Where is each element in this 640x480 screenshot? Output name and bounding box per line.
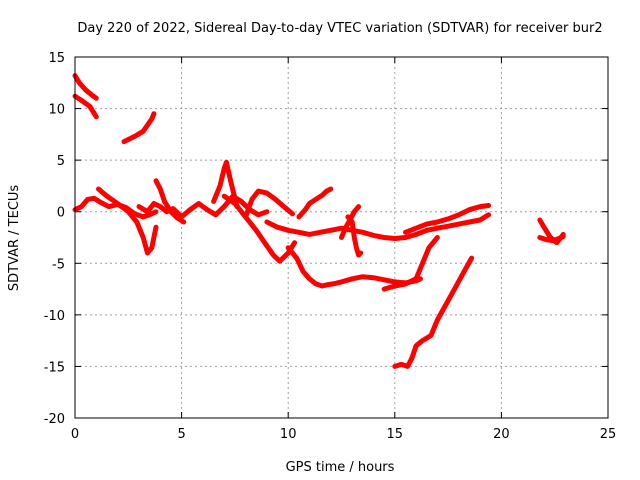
series-track-14	[288, 248, 420, 286]
y-tick-label: 10	[48, 103, 65, 118]
series-track-18	[395, 258, 472, 366]
series-group	[75, 76, 563, 367]
chart: Day 220 of 2022, Sidereal Day-to-day VTE…	[0, 0, 640, 480]
y-tick-label: 15	[48, 51, 65, 66]
series-track-3	[124, 114, 154, 142]
y-tick-label: 5	[57, 154, 65, 169]
y-tick-label: -10	[44, 309, 65, 324]
y-tick-label: -5	[52, 257, 65, 272]
chart-title: Day 220 of 2022, Sidereal Day-to-day VTE…	[77, 21, 602, 36]
x-tick-label: 10	[280, 427, 297, 442]
series-track-2	[75, 76, 96, 99]
series-track-5	[99, 189, 157, 253]
y-tick-label: -15	[44, 360, 65, 375]
x-tick-label: 20	[493, 427, 510, 442]
y-axis-label: SDTVAR / TECUs	[7, 185, 22, 292]
series-track-1	[75, 96, 96, 117]
x-tick-label: 0	[71, 427, 79, 442]
y-tick-label: -20	[44, 412, 65, 427]
x-tick-labels: 0 5 10 15 20 25	[71, 427, 616, 442]
x-tick-label: 15	[387, 427, 404, 442]
y-tick-labels: 15 10 5 0 -5 -10 -15 -20	[44, 51, 65, 427]
series-track-13	[299, 189, 331, 217]
x-tick-label: 5	[177, 427, 185, 442]
y-tick-label: 0	[57, 206, 65, 221]
x-tick-label: 25	[600, 427, 617, 442]
x-axis-label: GPS time / hours	[286, 460, 395, 475]
